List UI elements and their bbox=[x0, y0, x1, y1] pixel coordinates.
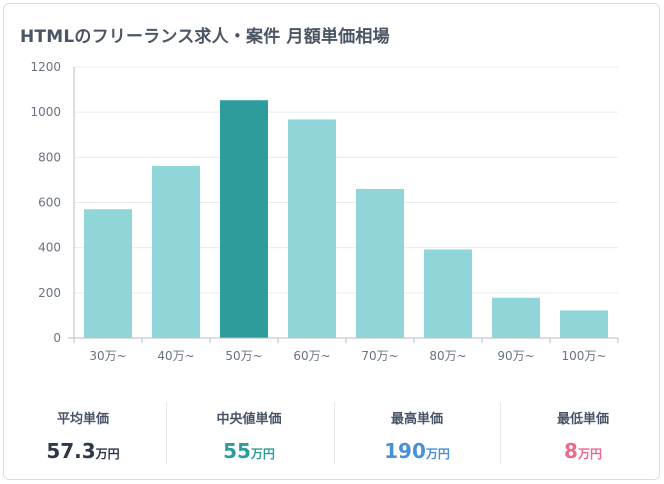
x-tick-label: 70万~ bbox=[361, 349, 398, 363]
x-tick-label: 30万~ bbox=[89, 349, 126, 363]
stat-max-value: 190万円 bbox=[334, 439, 500, 463]
y-tick-label: 800 bbox=[38, 150, 61, 164]
bar bbox=[356, 188, 404, 338]
bar bbox=[220, 100, 268, 338]
stat-min-label: 最低単価 bbox=[556, 412, 609, 427]
stat-max-number: 190 bbox=[384, 439, 426, 463]
stat-median-unit: 万円 bbox=[250, 447, 275, 461]
bar bbox=[560, 310, 608, 338]
x-tick-label: 50万~ bbox=[225, 349, 262, 363]
y-tick-label: 1200 bbox=[30, 60, 61, 74]
x-tick-label: 40万~ bbox=[157, 349, 194, 363]
chart-title: HTMLのフリーランス求人・案件 月額単価相場 bbox=[20, 27, 390, 47]
y-tick-label: 600 bbox=[38, 196, 61, 210]
stat-median-value: 55万円 bbox=[166, 439, 332, 463]
stat-max-label: 最高単価 bbox=[390, 412, 443, 427]
bar bbox=[152, 165, 200, 338]
bar bbox=[288, 119, 336, 338]
bar bbox=[492, 297, 540, 338]
stat-median: 中央値単価 55万円 bbox=[166, 400, 332, 466]
stat-average-number: 57.3 bbox=[46, 439, 96, 463]
y-tick-label: 0 bbox=[53, 331, 61, 345]
stat-min-value: 8万円 bbox=[500, 439, 664, 463]
y-tick-label: 1000 bbox=[30, 105, 61, 119]
bar-chart: 0 200 400 600 800 1000 1200 30万~ 40万~ 50万~ 60万~ 70万… bbox=[30, 60, 619, 363]
x-tick-label: 80万~ bbox=[429, 349, 466, 363]
stat-average-unit: 万円 bbox=[95, 447, 120, 461]
x-tick-label: 100万~ bbox=[562, 349, 607, 363]
x-tick-label: 90万~ bbox=[497, 349, 534, 363]
stat-median-number: 55 bbox=[223, 439, 251, 463]
stat-min-number: 8 bbox=[564, 439, 578, 463]
stats-panel: 平均単価 57.3万円 中央値単価 55万円 最高単価 190万円 最低単価 8… bbox=[0, 400, 664, 470]
bar bbox=[424, 249, 472, 338]
stat-median-label: 中央値単価 bbox=[216, 412, 282, 427]
bar bbox=[84, 209, 132, 338]
stat-max: 最高単価 190万円 bbox=[334, 400, 500, 466]
stat-average-value: 57.3万円 bbox=[0, 439, 166, 463]
y-tick-label: 200 bbox=[38, 286, 61, 300]
y-tick-label: 400 bbox=[38, 241, 61, 255]
stat-min: 最低単価 8万円 bbox=[500, 400, 664, 466]
stat-min-unit: 万円 bbox=[577, 447, 602, 461]
stat-average: 平均単価 57.3万円 bbox=[0, 400, 166, 466]
stat-max-unit: 万円 bbox=[425, 447, 450, 461]
stat-average-label: 平均単価 bbox=[56, 412, 109, 427]
x-tick-label: 60万~ bbox=[293, 349, 330, 363]
